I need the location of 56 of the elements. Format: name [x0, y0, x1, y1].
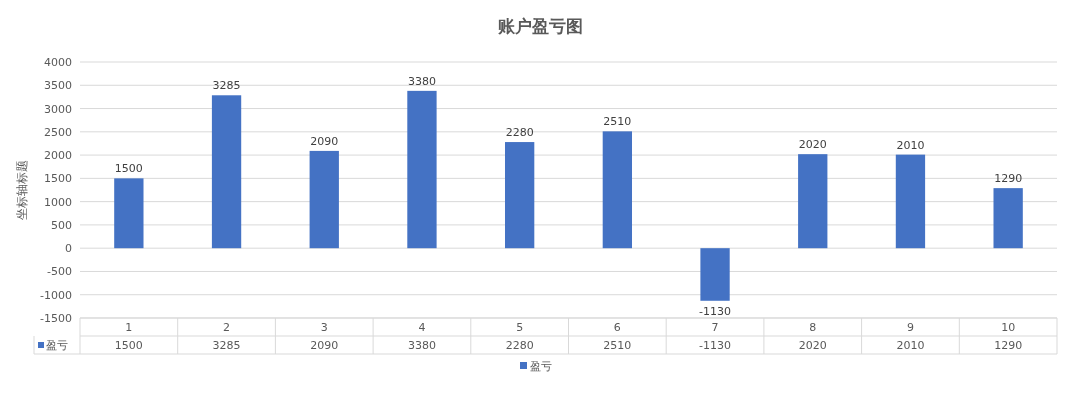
data-label: 1290	[994, 172, 1023, 186]
x-tick-label: 4	[418, 321, 426, 334]
bar	[505, 142, 535, 249]
data-label: 2090	[310, 134, 339, 148]
y-tick-label: 2500	[44, 125, 72, 139]
text: 1500	[114, 339, 143, 352]
data-label: 3380	[407, 74, 436, 88]
bar	[114, 178, 144, 249]
text: 3380	[407, 339, 436, 352]
x-tick-label: 1	[125, 321, 133, 334]
x-tick-label: 9	[906, 321, 914, 334]
data-label: 2280	[505, 126, 534, 140]
text: 1290	[994, 339, 1023, 352]
bar	[407, 90, 437, 249]
y-tick-label: -500	[47, 265, 72, 279]
x-tick-label: 2	[223, 321, 231, 334]
x-tick-label: 8	[809, 321, 817, 334]
y-tick-label: 4000	[44, 56, 72, 69]
text: 盈亏	[46, 339, 68, 352]
text: 2510	[603, 339, 632, 352]
bar	[993, 188, 1023, 249]
data-label: 3285	[212, 79, 241, 93]
y-tick-label: 2000	[44, 149, 72, 163]
y-tick-label: -1000	[40, 288, 72, 302]
bar	[211, 95, 242, 249]
legend-label: 盈亏	[530, 360, 552, 373]
y-tick-label: 1000	[44, 195, 72, 209]
bar	[895, 154, 926, 249]
data-label: 2510	[603, 115, 632, 129]
text: 2020	[798, 339, 827, 352]
y-tick-label: 1500	[44, 172, 72, 186]
y-tick-label: 3000	[44, 102, 72, 116]
text: 2280	[505, 339, 534, 352]
y-tick-label: 500	[51, 218, 72, 232]
text: 2090	[310, 339, 339, 352]
x-tick-label: 5	[516, 321, 524, 334]
y-tick-label: 3500	[44, 79, 72, 93]
y-tick-label: -1500	[40, 312, 72, 325]
x-tick-label: 10	[1001, 321, 1016, 334]
bar	[309, 150, 339, 249]
text: 3285	[212, 339, 241, 352]
data-label: 2020	[798, 138, 827, 152]
chart-title: 账户盈亏图	[496, 16, 583, 36]
data-label: 1500	[114, 162, 143, 176]
data-label: -1130	[699, 304, 732, 318]
text: -1130	[699, 339, 732, 352]
x-tick-label: 6	[613, 321, 621, 334]
x-tick-label: 3	[320, 321, 328, 334]
bar	[798, 154, 828, 249]
bar	[700, 248, 730, 301]
x-tick-label: 7	[711, 321, 719, 334]
text: 2010	[896, 339, 925, 352]
data-label: 2010	[896, 138, 925, 152]
y-axis-title: 坐标轴标题	[15, 160, 29, 220]
y-tick-label: 0	[65, 242, 72, 256]
bar	[602, 131, 633, 249]
